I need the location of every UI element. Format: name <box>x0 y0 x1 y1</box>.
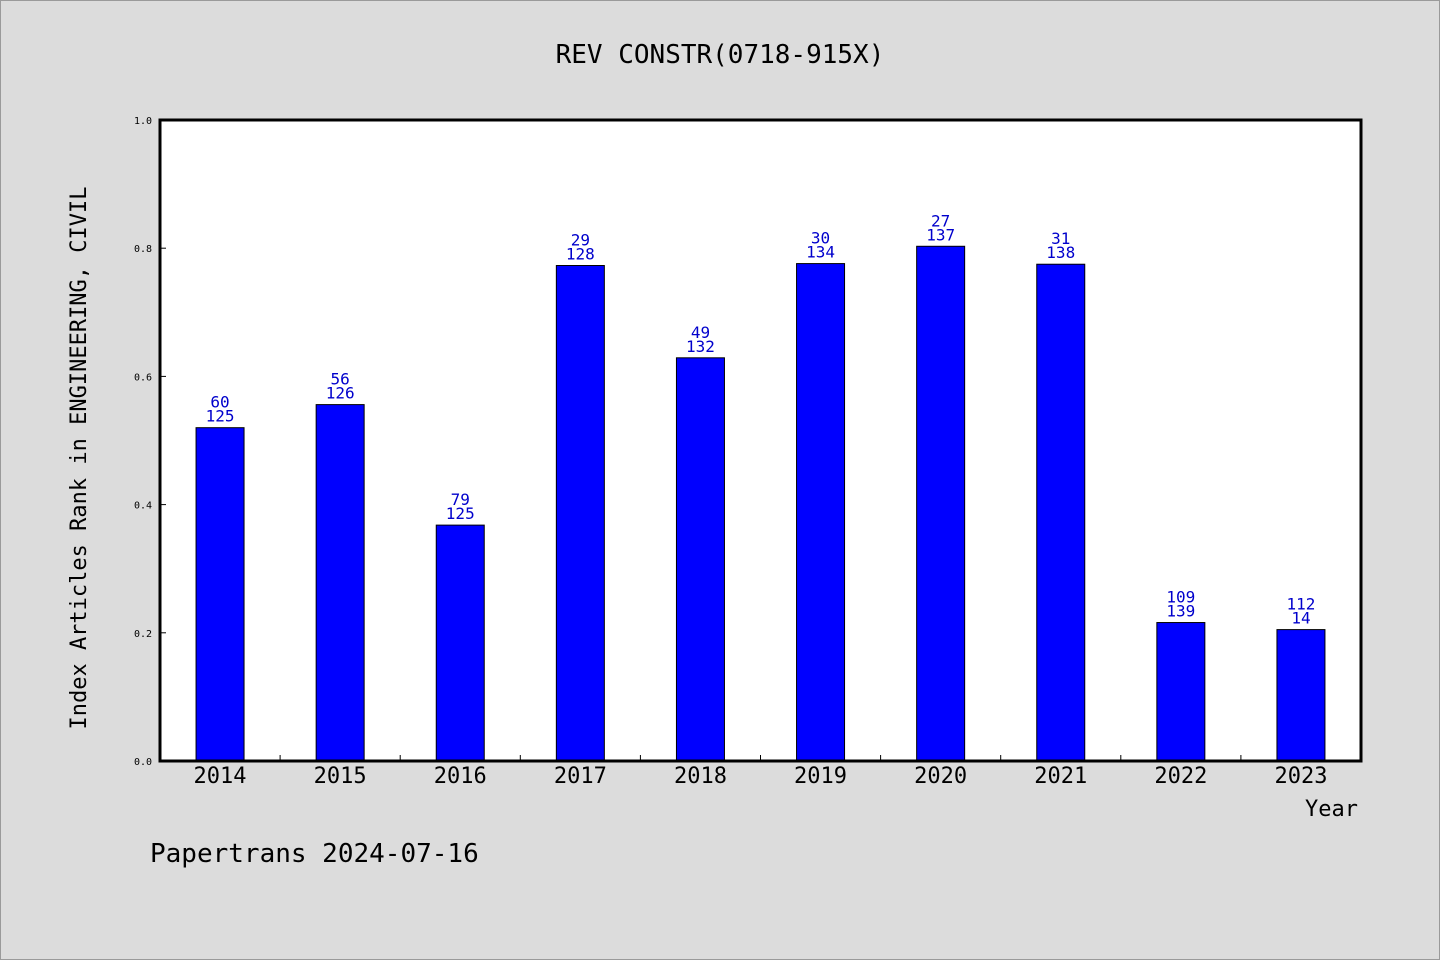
y-axis-title: Index Articles Rank in ENGINEERING, CIVI… <box>67 186 92 729</box>
x-tick-label-2019: 2019 <box>794 764 847 789</box>
data-label-top-2014: 60 <box>210 393 229 412</box>
y-tick-label-1.0: 1.0 <box>134 116 152 127</box>
data-label-top-2017: 29 <box>571 231 590 250</box>
bar-2022 <box>1156 622 1206 762</box>
data-label-top-2021: 31 <box>1051 229 1070 248</box>
data-label-bottom-2015: 126 <box>326 384 355 403</box>
data-label-top-2023: 112 <box>1286 595 1315 614</box>
x-tick-label-2018: 2018 <box>674 764 727 789</box>
data-label-bottom-2018: 132 <box>686 337 715 356</box>
bar-2021 <box>1036 263 1086 762</box>
bar-2018 <box>675 357 725 762</box>
x-tick-label-2021: 2021 <box>1034 764 1087 789</box>
y-tick-label-0.0: 0.0 <box>134 757 152 768</box>
data-label-bottom-2020: 137 <box>926 225 955 244</box>
y-tick-label-0.6: 0.6 <box>134 372 152 383</box>
data-label-top-2022: 109 <box>1166 588 1195 607</box>
x-tick-label-2023: 2023 <box>1274 764 1327 789</box>
data-label-bottom-2019: 134 <box>806 243 835 262</box>
y-tick-label-0.8: 0.8 <box>134 244 152 255</box>
data-label-bottom-2021: 138 <box>1046 243 1075 262</box>
bar-2023 <box>1276 629 1326 762</box>
x-tick-label-2015: 2015 <box>314 764 367 789</box>
bar-2017 <box>555 265 605 762</box>
x-tick-label-2016: 2016 <box>434 764 487 789</box>
bar-2015 <box>315 404 365 762</box>
footer-text: Papertrans 2024-07-16 <box>150 839 479 869</box>
data-label-top-2018: 49 <box>691 323 710 342</box>
bar-2019 <box>796 263 846 762</box>
x-ticks-group: 2014 2015 2016 2017 2018 2019 2020 2021 2022 2023 <box>194 755 1327 789</box>
data-label-bottom-2017: 128 <box>566 245 595 264</box>
data-label-top-2016: 79 <box>451 490 470 509</box>
y-tick-label-0.2: 0.2 <box>134 629 152 640</box>
data-label-bottom-2022: 139 <box>1166 602 1195 621</box>
x-tick-label-2022: 2022 <box>1154 764 1207 789</box>
data-label-top-2020: 27 <box>931 211 950 230</box>
y-tick-label-0.4: 0.4 <box>134 501 152 512</box>
data-label-top-2015: 56 <box>331 370 350 389</box>
data-label-bottom-2014: 125 <box>206 407 235 426</box>
chart-title: REV CONSTR(0718-915X) <box>556 40 885 70</box>
data-label-bottom-2016: 125 <box>446 504 475 523</box>
data-label-bottom-2023: 14 <box>1291 609 1310 628</box>
bar-2014 <box>195 427 245 762</box>
data-label-top-2019: 30 <box>811 229 830 248</box>
plot-border <box>158 118 1363 763</box>
x-tick-label-2017: 2017 <box>554 764 607 789</box>
x-tick-label-2014: 2014 <box>194 764 247 789</box>
bar-2016 <box>435 524 485 762</box>
x-tick-label-2020: 2020 <box>914 764 967 789</box>
x-axis-title: Year <box>1305 797 1358 822</box>
bar-2020 <box>916 245 966 762</box>
